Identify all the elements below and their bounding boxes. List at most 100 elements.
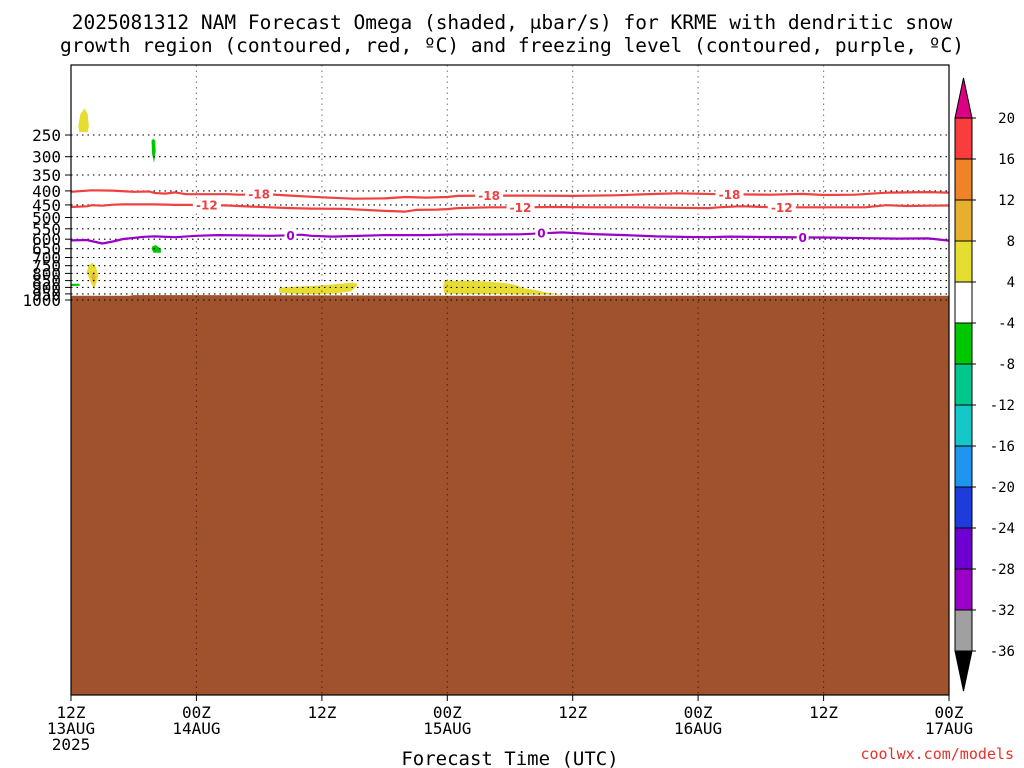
colorbar-label: -4 [998,316,1015,332]
plot-frame [70,64,950,696]
colorbar-bottom-arrow [954,650,973,692]
x-tick-label: 15AUG [423,719,471,738]
y-tick-label: 850 [32,272,61,291]
x-axis-label: Forecast Time (UTC) [401,748,618,768]
omega-patch-1 [151,138,156,163]
colorbar-label: 16 [998,152,1015,168]
colorbar-label: 20 [998,111,1015,127]
colorbar-label: -8 [998,357,1015,373]
ground-fill [71,295,949,695]
contour-label-bg [284,228,297,243]
contour-label-bg [535,225,548,240]
colorbar-label: 4 [1007,275,1015,291]
contour-label: -18 [478,189,500,203]
colorbar-bin [954,568,973,611]
y-tick-label: 950 [32,285,61,304]
contour-label: -12 [771,201,793,215]
y-tick-label: 450 [32,196,61,215]
colorbar-bin [954,404,973,447]
chart-title-line-1: 2025081312 NAM Forecast Omega (shaded, μ… [72,11,953,34]
y-tick-label: 700 [32,249,61,268]
x-tick-label: 16AUG [674,719,722,738]
contour-line--18 [70,189,950,200]
colorbar-label: -28 [990,562,1015,578]
grid-lines [71,65,949,695]
y-axis: 250 3003504004505005506006507007508008509… [22,126,71,310]
colorbar-label: -12 [990,398,1015,414]
temperature-contours: -18 -18 -18 -12 -12 -12 0 0 0 [70,187,950,245]
omega-patch-3 [71,283,80,287]
contour-label-bg [245,187,274,202]
y-tick-label: 500 [32,209,61,228]
colorbar-bin [954,158,973,201]
colorbar-label: -20 [990,480,1015,496]
colorbar-bin [954,281,973,324]
y-tick-label: 250 [32,126,61,145]
y-tick-label: 650 [32,240,61,259]
x-tick-label: 12Z [307,703,336,722]
y-tick-label: 600 [32,230,61,249]
x-tick-label: 17AUG [925,719,973,738]
colorbar-bin [954,117,973,160]
contour-label: -18 [719,188,741,202]
contour-label: 0 [799,231,807,245]
y-tick-label: 300 [32,148,61,167]
colorbar-bin [954,199,973,242]
x-tick-label: 00Z [182,703,211,722]
omega-shading [71,108,563,295]
colorbar-label: -24 [990,521,1015,537]
x-tick-label: 00Z [684,703,713,722]
y-tick-label: 400 [32,182,61,201]
y-tick-label: 550 [32,220,61,239]
y-tick-label: 350 [32,166,61,185]
omega-patch-2 [151,245,161,253]
contour-label-bg [715,187,744,202]
x-tick-label: 00Z [433,703,462,722]
colorbar-label: -16 [990,439,1015,455]
colorbar-top-arrow [954,77,973,119]
contour-label: -18 [248,188,270,202]
contour-label-bg [192,198,221,213]
x-tick-label: 12Z [57,703,86,722]
contour-label-bg [475,188,504,203]
colorbar-label: 8 [1007,234,1015,250]
y-tick-label: 800 [32,264,61,283]
x-tick-label: 12Z [558,703,587,722]
x-tick-label: 14AUG [172,719,220,738]
contour-label-bg [506,200,535,215]
colorbar-bin [954,322,973,365]
omega-patch-0 [78,108,89,133]
colorbar-label: 12 [998,193,1015,209]
contour-label: 0 [537,226,545,240]
x-tick-label: 13AUG [47,719,95,738]
contour-label: -12 [196,199,218,213]
y-tick-label: 750 [32,257,61,276]
colorbar-bin [954,363,973,406]
colorbar: -36 -32 -28 -24 -20 -16 -12 -8 -4 4 8 12 16 20 [954,77,1015,692]
contour-label: 0 [286,229,294,243]
colorbar-bin [954,445,973,488]
y-tick-label: 1000 [22,291,61,310]
x-tick-label: 2025 [52,735,91,754]
x-tick-label: 12Z [809,703,838,722]
colorbar-bin [954,240,973,283]
contour-label-bg [796,230,809,245]
contour-label-bg [767,200,796,215]
ground-surface [71,295,949,695]
contour-label: -12 [510,201,532,215]
contour-line-0 [70,231,950,245]
omega-patch-6 [279,282,358,295]
chart-title-line-2: growth region (contoured, red, ºC) and f… [60,34,964,57]
omega-patch-5 [91,271,96,283]
colorbar-label: -32 [990,603,1015,619]
credit-text: coolwx.com/models [860,745,1014,763]
colorbar-bin [954,486,973,529]
x-tick-label: 00Z [935,703,964,722]
colorbar-bin [954,609,973,652]
contour-line--12 [70,203,950,213]
omega-patch-7 [443,280,563,295]
colorbar-label: -36 [990,644,1015,660]
y-tick-label: 900 [32,278,61,297]
